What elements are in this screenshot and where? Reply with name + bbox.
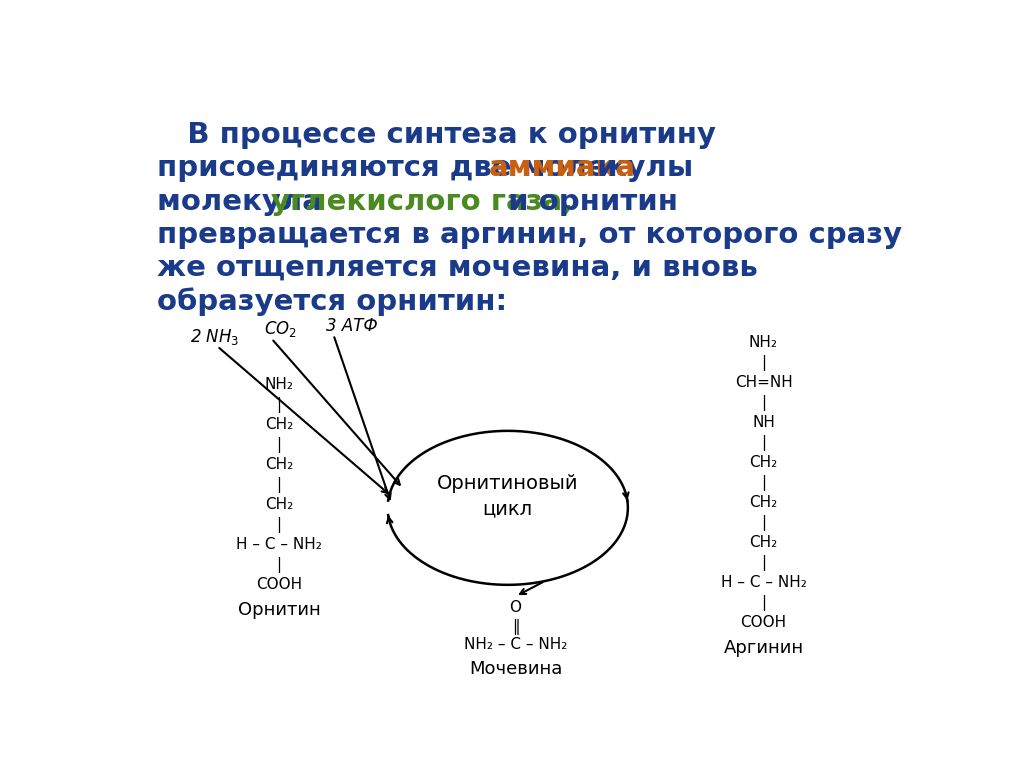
Text: молекула: молекула	[158, 187, 333, 216]
Text: |: |	[276, 477, 282, 493]
Text: образуется орнитин:: образуется орнитин:	[158, 287, 508, 315]
Text: углекислого газа,: углекислого газа,	[270, 187, 572, 216]
Text: H – C – NH₂: H – C – NH₂	[237, 537, 323, 552]
Text: CH₂: CH₂	[265, 417, 293, 432]
Text: Орнитин: Орнитин	[238, 601, 321, 619]
Text: |: |	[276, 437, 282, 453]
Text: |: |	[276, 557, 282, 573]
Text: 3 АТФ: 3 АТФ	[326, 317, 377, 335]
Text: |: |	[761, 435, 766, 451]
Text: NH₂: NH₂	[749, 334, 778, 350]
Text: O: O	[510, 601, 521, 615]
Text: превращается в аргинин, от которого сразу: превращается в аргинин, от которого сраз…	[158, 221, 902, 249]
Text: H – C – NH₂: H – C – NH₂	[721, 574, 807, 590]
Text: |: |	[761, 555, 766, 571]
Text: NH₂: NH₂	[264, 377, 294, 392]
Text: NH: NH	[752, 415, 775, 430]
Text: CH₂: CH₂	[750, 455, 777, 469]
Text: Аргинин: Аргинин	[723, 639, 804, 657]
Text: COOH: COOH	[256, 577, 302, 592]
Text: В процессе синтеза к орнитину: В процессе синтеза к орнитину	[158, 121, 717, 150]
Text: CH₂: CH₂	[265, 497, 293, 512]
Text: и: и	[587, 154, 617, 183]
Text: Орнитиновый
цикл: Орнитиновый цикл	[437, 474, 579, 518]
Text: CH₂: CH₂	[750, 495, 777, 510]
Text: |: |	[761, 475, 766, 491]
Text: присоединяются две молекулы: присоединяются две молекулы	[158, 154, 703, 183]
Text: |: |	[276, 517, 282, 533]
Text: |: |	[761, 354, 766, 370]
Text: |: |	[761, 595, 766, 611]
Text: ‖: ‖	[512, 619, 519, 635]
Text: CH=NH: CH=NH	[734, 374, 793, 390]
Text: же отщепляется мочевина, и вновь: же отщепляется мочевина, и вновь	[158, 254, 758, 281]
Text: |: |	[276, 397, 282, 413]
Text: CO$_2$: CO$_2$	[263, 319, 297, 339]
Text: NH₂ – C – NH₂: NH₂ – C – NH₂	[464, 637, 567, 652]
Text: CH₂: CH₂	[750, 535, 777, 550]
Text: CH₂: CH₂	[265, 457, 293, 472]
Text: COOH: COOH	[740, 615, 786, 630]
Text: |: |	[761, 515, 766, 531]
Text: |: |	[761, 395, 766, 410]
Text: и орнитин: и орнитин	[499, 187, 679, 216]
Text: 2 NH$_3$: 2 NH$_3$	[190, 327, 240, 347]
Text: Мочевина: Мочевина	[469, 660, 562, 677]
Text: аммиака: аммиака	[488, 154, 635, 183]
